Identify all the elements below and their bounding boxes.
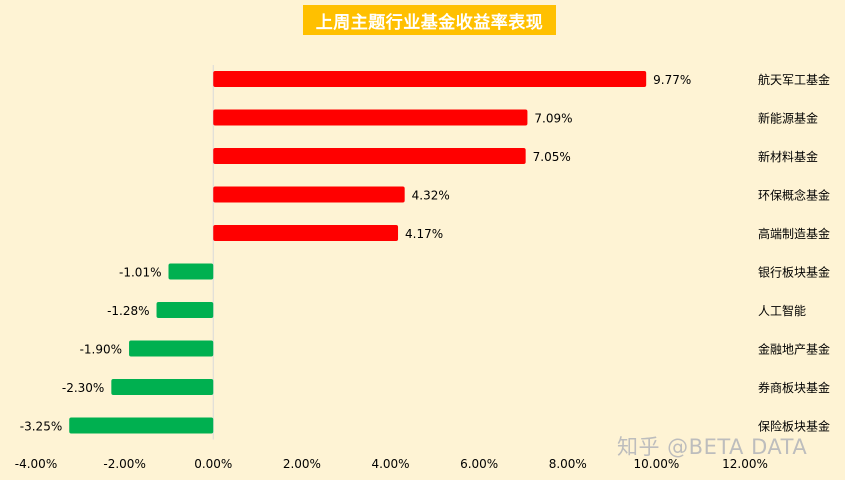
bar (213, 148, 526, 164)
bar (213, 186, 405, 203)
data-label: 9.77% (653, 73, 691, 87)
data-label: -1.28% (107, 304, 149, 318)
x-tick-label: 8.00% (549, 457, 587, 471)
bar (111, 379, 214, 395)
data-label: -2.30% (62, 381, 104, 395)
x-tick-label: 6.00% (460, 457, 498, 471)
category-label: 航天军工基金 (758, 72, 830, 87)
data-label: -1.01% (119, 266, 161, 280)
x-tick-label: 0.00% (194, 457, 232, 471)
category-label: 新能源基金 (758, 111, 818, 126)
watermark: 知乎 @BETA DATA (617, 435, 808, 459)
data-label: 7.05% (533, 150, 571, 164)
bar (213, 225, 399, 241)
category-label: 券商板块基金 (758, 380, 830, 395)
bar (156, 302, 214, 318)
x-tick-label: -2.00% (103, 457, 145, 471)
chart-title: 上周主题行业基金收益率表现 (303, 5, 556, 35)
bar (69, 417, 214, 434)
data-label: 7.09% (534, 112, 572, 126)
x-tick-label: 2.00% (283, 457, 321, 471)
category-label: 保险板块基金 (758, 419, 830, 434)
bar (129, 340, 214, 357)
category-label: 高端制造基金 (758, 226, 830, 241)
x-tick-label: 10.00% (633, 457, 679, 471)
bar (213, 109, 528, 126)
data-label: -3.25% (20, 420, 62, 434)
data-label: -1.90% (80, 343, 122, 357)
data-label: 4.17% (405, 227, 443, 241)
x-tick-label: -4.00% (15, 457, 57, 471)
category-label: 银行板块基金 (758, 265, 830, 280)
bar (213, 71, 647, 87)
category-label: 金融地产基金 (758, 342, 830, 357)
bar (168, 263, 214, 280)
x-tick-label: 4.00% (371, 457, 409, 471)
category-label: 新材料基金 (758, 149, 818, 164)
x-tick-label: 12.00% (722, 457, 768, 471)
data-label: 4.32% (412, 189, 450, 203)
category-label: 环保概念基金 (758, 188, 830, 203)
category-label: 人工智能 (758, 303, 806, 318)
